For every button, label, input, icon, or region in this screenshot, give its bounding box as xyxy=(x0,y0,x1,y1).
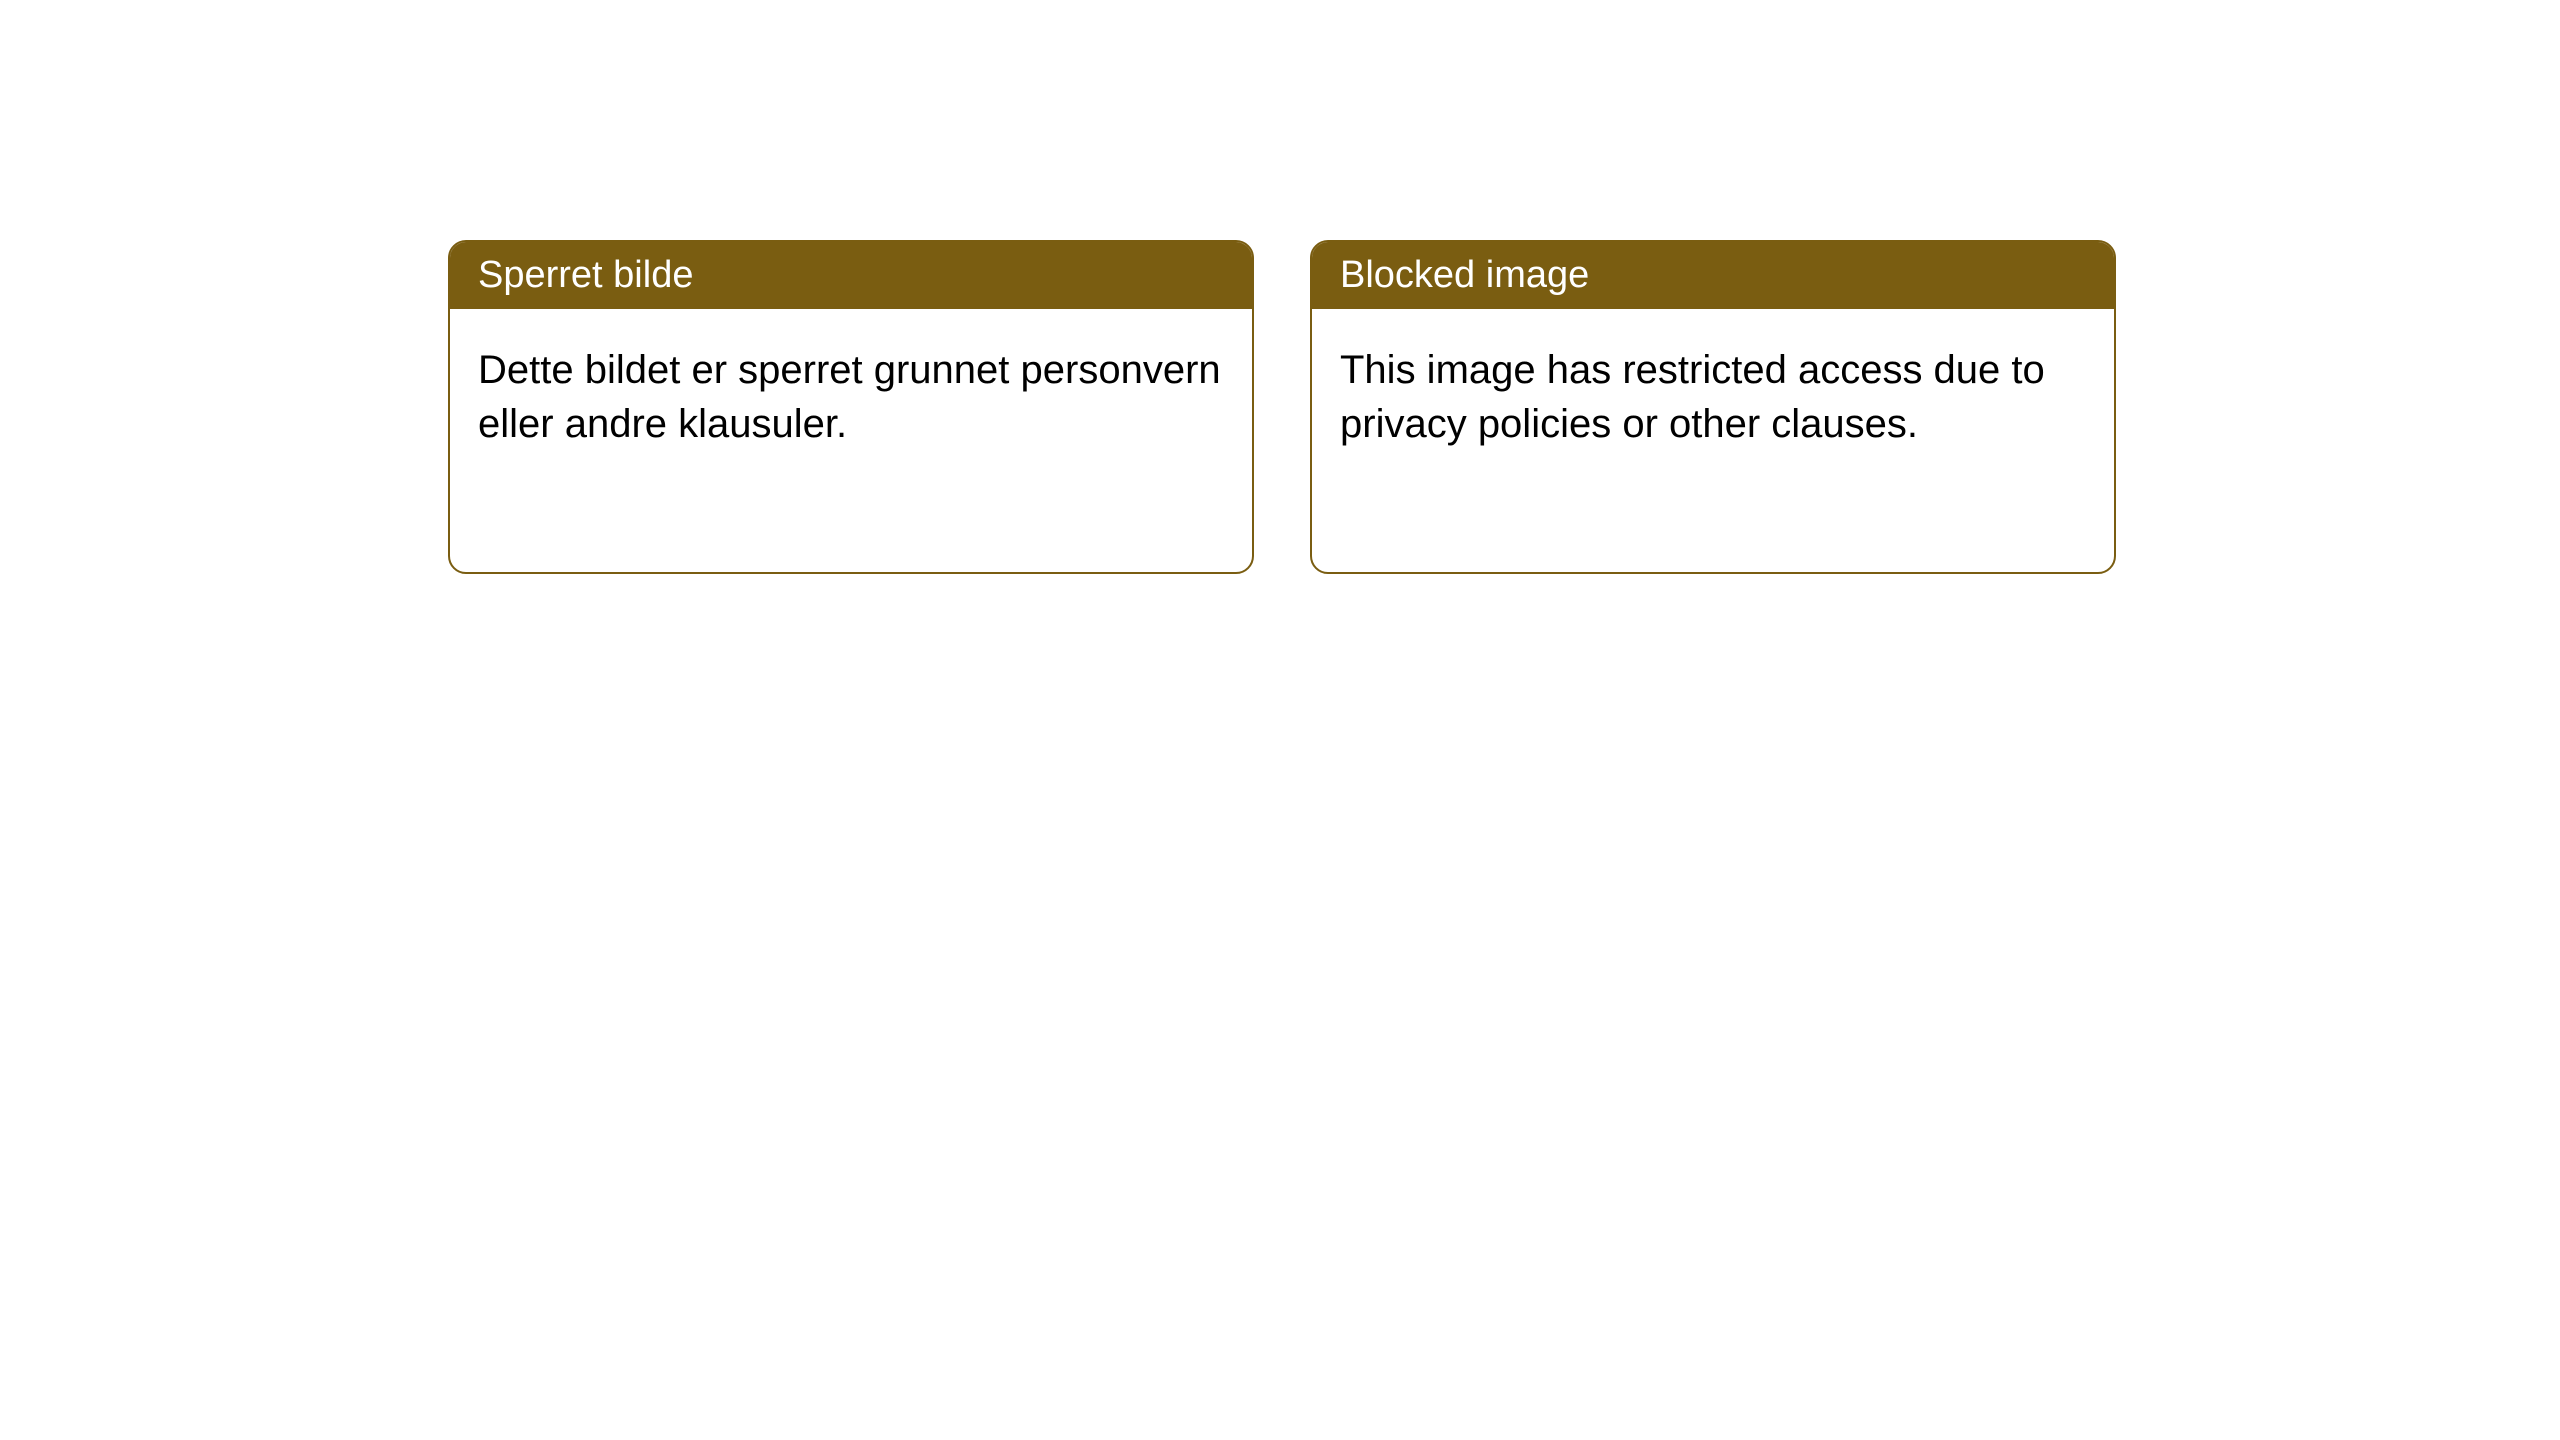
card-body: This image has restricted access due to … xyxy=(1312,309,2114,485)
card-header: Sperret bilde xyxy=(450,242,1252,309)
notice-container: Sperret bilde Dette bildet er sperret gr… xyxy=(0,0,2560,574)
card-title: Sperret bilde xyxy=(478,254,693,296)
card-body: Dette bildet er sperret grunnet personve… xyxy=(450,309,1252,485)
card-body-text: This image has restricted access due to … xyxy=(1340,348,2045,446)
notice-card-en: Blocked image This image has restricted … xyxy=(1310,240,2116,574)
card-header: Blocked image xyxy=(1312,242,2114,309)
notice-card-no: Sperret bilde Dette bildet er sperret gr… xyxy=(448,240,1254,574)
card-body-text: Dette bildet er sperret grunnet personve… xyxy=(478,348,1221,446)
card-title: Blocked image xyxy=(1340,254,1589,296)
